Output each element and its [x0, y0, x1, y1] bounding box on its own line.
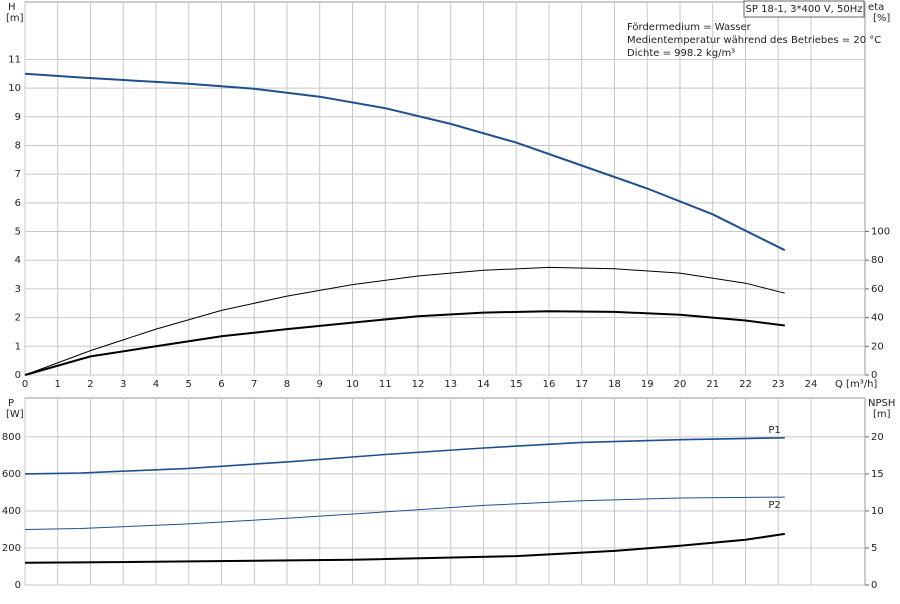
y2-axis-unit: [%] [873, 13, 890, 24]
y-axis-unit: [W] [6, 409, 24, 420]
curve [24, 532, 785, 564]
x-tick-label: 14 [477, 379, 490, 390]
x-tick-label: 17 [575, 379, 588, 390]
x-tick-label: 15 [510, 379, 523, 390]
x-tick-label: 12 [412, 379, 425, 390]
y2-axis-label: eta [868, 2, 884, 13]
x-tick-label: 3 [120, 379, 126, 390]
y-tick-label: 0 [15, 370, 21, 381]
x-tick-label: 4 [153, 379, 159, 390]
y-tick-label: 11 [8, 54, 21, 65]
y-tick-label: 600 [2, 469, 21, 480]
y2-tick-label: 100 [871, 227, 890, 238]
y-tick-label: 5 [15, 227, 21, 238]
x-tick-label: 7 [251, 379, 257, 390]
x-tick-label: 21 [706, 379, 719, 390]
y-tick-label: 8 [15, 140, 21, 151]
y-tick-label: 6 [15, 198, 21, 209]
x-tick-label: 0 [22, 379, 28, 390]
y2-tick-label: 80 [871, 255, 884, 266]
curve [24, 266, 785, 376]
y2-tick-label: 5 [871, 543, 877, 554]
y-tick-label: 10 [8, 83, 21, 94]
x-tick-label: 5 [186, 379, 192, 390]
x-tick-label: 10 [346, 379, 359, 390]
y-tick-label: 4 [15, 255, 21, 266]
y-axis-unit: [m] [6, 13, 24, 24]
y-tick-label: 800 [2, 432, 21, 443]
annotation: Medientemperatur während des Betriebes =… [627, 35, 881, 46]
curve [24, 310, 785, 376]
y2-tick-label: 20 [871, 341, 884, 352]
x-tick-label: 23 [772, 379, 785, 390]
x-tick-label: 9 [317, 379, 323, 390]
x-tick-label: 2 [87, 379, 93, 390]
y2-tick-label: 0 [871, 580, 877, 591]
y2-axis-unit: [m] [873, 409, 891, 420]
series-label: P2 [768, 500, 780, 511]
x-tick-label: 18 [608, 379, 621, 390]
x-tick-label: 6 [218, 379, 224, 390]
x-tick-label: 19 [641, 379, 654, 390]
y-tick-label: 1 [15, 341, 21, 352]
y2-tick-label: 0 [871, 370, 877, 381]
chart-title: SP 18-1, 3*400 V, 50Hz [746, 4, 863, 15]
y-tick-label: 2 [15, 313, 21, 324]
x-tick-label: 22 [739, 379, 752, 390]
annotation: Dichte = 998.2 kg/m³ [627, 48, 735, 59]
title-box [743, 0, 865, 18]
y2-tick-label: 40 [871, 313, 884, 324]
y2-tick-label: 10 [871, 506, 884, 517]
y-tick-label: 7 [15, 169, 21, 180]
series-label: P1 [768, 425, 780, 436]
x-tick-label: 1 [55, 379, 61, 390]
curve [24, 72, 786, 252]
y2-tick-label: 15 [871, 469, 884, 480]
y2-axis-label: NPSH [868, 398, 895, 409]
y-axis-label: P [8, 398, 14, 409]
plot-area [24, 1, 866, 376]
y-tick-label: 9 [15, 112, 21, 123]
y2-tick-label: 60 [871, 284, 884, 295]
y-tick-label: 400 [2, 506, 21, 517]
y-tick-label: 3 [15, 284, 21, 295]
y-tick-label: 200 [2, 543, 21, 554]
x-tick-label: 13 [444, 379, 457, 390]
x-tick-label: 16 [543, 379, 556, 390]
curve [24, 496, 785, 530]
x-tick-label: 20 [674, 379, 687, 390]
curve [24, 437, 785, 475]
x-tick-label: 11 [379, 379, 392, 390]
annotation: Fördermedium = Wasser [627, 22, 752, 33]
y-axis-label: H [8, 2, 16, 13]
plot-area [24, 397, 866, 586]
x-tick-label: 8 [284, 379, 290, 390]
x-tick-label: 24 [805, 379, 818, 390]
y-tick-label: 0 [15, 580, 21, 591]
y2-tick-label: 20 [871, 432, 884, 443]
x-axis-label: Q [m³/h] [835, 379, 877, 390]
